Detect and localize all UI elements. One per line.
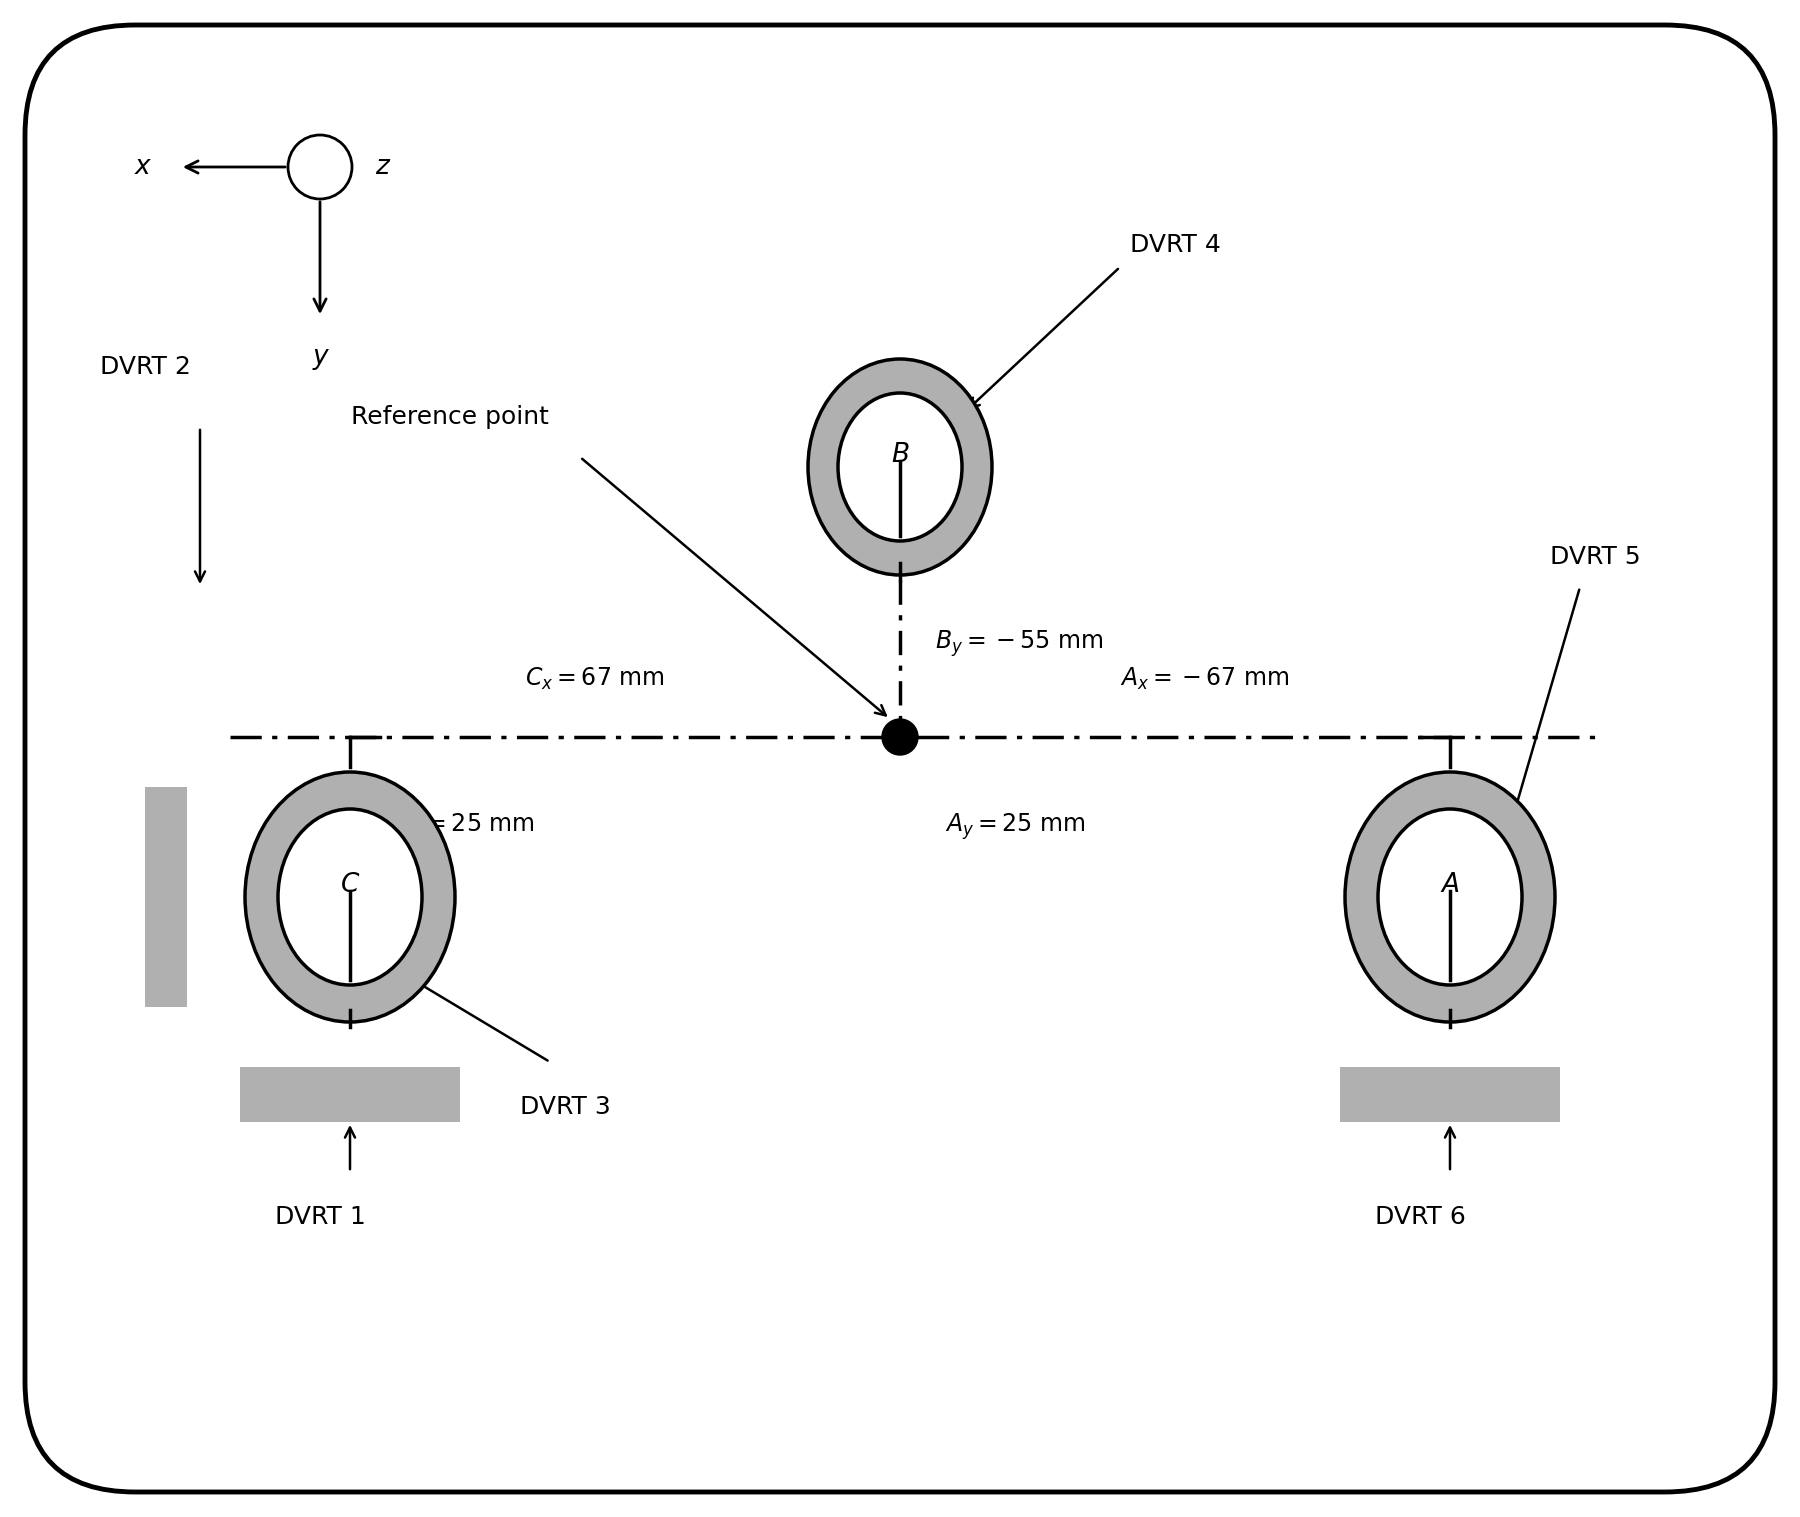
FancyBboxPatch shape xyxy=(25,24,1775,1493)
Text: DVRT 4: DVRT 4 xyxy=(1130,234,1220,256)
Bar xyxy=(1339,1066,1561,1123)
Bar xyxy=(146,787,187,1007)
Text: $C_y = 25$ mm: $C_y = 25$ mm xyxy=(394,812,535,842)
Text: A: A xyxy=(1442,872,1460,898)
Text: DVRT 5: DVRT 5 xyxy=(1550,545,1640,569)
Text: Reference point: Reference point xyxy=(351,405,549,429)
Ellipse shape xyxy=(1345,772,1555,1022)
Text: $C_x = 67$ mm: $C_x = 67$ mm xyxy=(526,666,664,692)
Text: B: B xyxy=(891,441,909,469)
Text: y: y xyxy=(311,344,328,370)
Text: z: z xyxy=(374,155,389,181)
Text: $B_y = -55$ mm: $B_y = -55$ mm xyxy=(934,628,1103,658)
Ellipse shape xyxy=(808,360,992,575)
Ellipse shape xyxy=(245,772,455,1022)
Bar xyxy=(239,1066,461,1123)
Text: DVRT 3: DVRT 3 xyxy=(520,1095,610,1120)
Text: DVRT 1: DVRT 1 xyxy=(275,1204,365,1229)
Text: $A_x = -67$ mm: $A_x = -67$ mm xyxy=(1120,666,1291,692)
Circle shape xyxy=(882,719,918,755)
Ellipse shape xyxy=(1379,809,1523,985)
Ellipse shape xyxy=(839,393,961,542)
Text: DVRT 6: DVRT 6 xyxy=(1375,1204,1465,1229)
Text: $A_y = 25$ mm: $A_y = 25$ mm xyxy=(945,812,1085,842)
Ellipse shape xyxy=(277,809,421,985)
Text: DVRT 2: DVRT 2 xyxy=(101,355,191,379)
Text: C: C xyxy=(340,872,360,898)
Text: x: x xyxy=(135,155,149,181)
